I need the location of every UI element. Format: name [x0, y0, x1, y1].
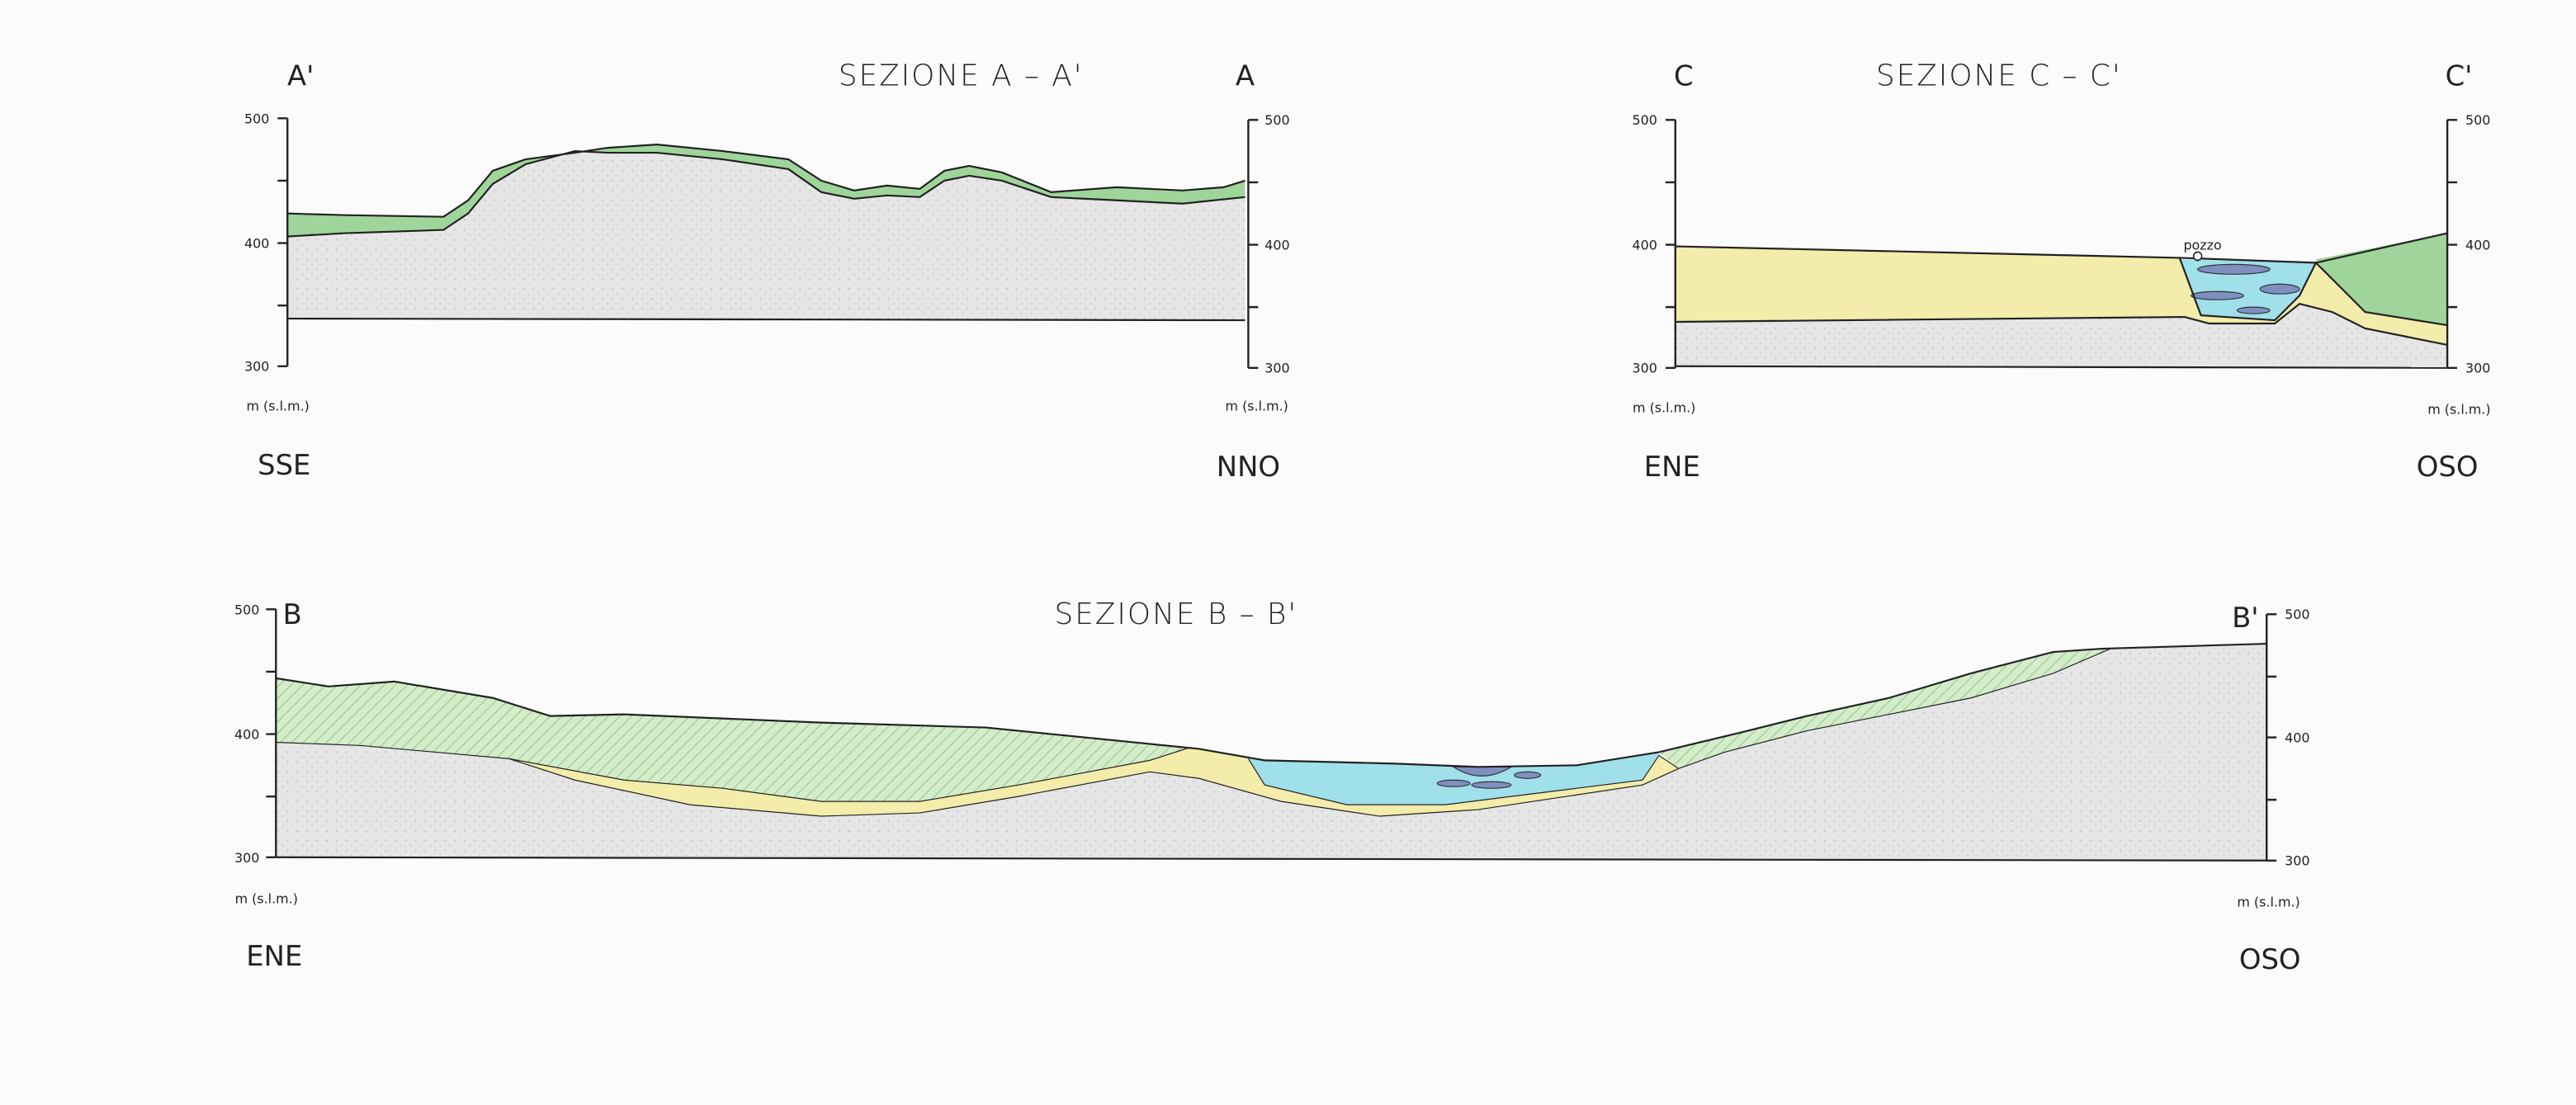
yellow-layer	[1675, 246, 2448, 345]
tick-label: 500	[1264, 112, 1289, 128]
bedrock	[1675, 304, 2448, 368]
unit: m (s.l.m.)	[247, 399, 310, 414]
unit: m (s.l.m.)	[235, 891, 298, 907]
base	[287, 317, 1245, 322]
unit: m (s.l.m.)	[2237, 894, 2299, 909]
end-label: A'	[287, 59, 314, 92]
tick-label: 400	[234, 727, 259, 743]
section-c: pozzo SEZIONE C – C' C C' 500 400 300 50…	[1633, 59, 2491, 483]
right-axis	[1247, 119, 1259, 369]
blue-layer	[2179, 259, 2316, 321]
right-axis	[2446, 119, 2458, 369]
direction: ENE	[1644, 451, 1700, 483]
contact	[2178, 257, 2448, 327]
surface	[1675, 232, 2448, 264]
title: SEZIONE C – C'	[1876, 59, 2122, 92]
left-axis	[266, 608, 277, 858]
lens	[1436, 779, 1471, 787]
tick-label: 300	[1633, 361, 1657, 376]
sections: SEZIONE A – A' A' A 500 400 300 500 400 …	[234, 59, 2491, 975]
lens	[2259, 283, 2300, 295]
well-head	[2192, 251, 2203, 262]
tick-label: 300	[244, 359, 269, 375]
tick-label: 400	[1264, 237, 1289, 253]
left-axis	[277, 117, 289, 367]
section-b: SEZIONE B – B' B B' 500 400 300 500 400 …	[234, 597, 2309, 975]
tick-label: 500	[2465, 112, 2490, 128]
green-layer	[276, 678, 1199, 802]
contact	[1675, 302, 2448, 346]
end-label: C	[1674, 59, 1694, 92]
blue-layer	[1248, 752, 1659, 805]
title: SEZIONE B – B'	[1054, 597, 1297, 631]
contact	[276, 648, 2111, 817]
section-a: SEZIONE A – A' A' A 500 400 300 500 400 …	[244, 59, 1290, 483]
base	[276, 856, 2267, 862]
unit: m (s.l.m.)	[2427, 401, 2490, 417]
tick-label: 400	[244, 235, 269, 251]
lens	[1514, 771, 1542, 779]
lens	[1471, 781, 1512, 789]
tick-label: 300	[2465, 361, 2490, 376]
tick-label: 500	[234, 602, 259, 617]
bedrock	[287, 151, 1245, 321]
unit: m (s.l.m.)	[1633, 399, 1695, 415]
end-label: B'	[2232, 602, 2259, 634]
direction: NNO	[1217, 451, 1280, 483]
tick-label: 400	[2465, 237, 2490, 253]
direction: SSE	[258, 449, 310, 481]
surface	[287, 144, 1245, 218]
surface	[276, 642, 2267, 768]
tick-label: 500	[244, 111, 269, 126]
right-axis	[2266, 613, 2277, 862]
contact	[1247, 754, 1680, 805]
end-label: A	[1236, 59, 1255, 92]
direction: OSO	[2417, 451, 2479, 483]
tick-label: 300	[2285, 853, 2309, 869]
tick-label: 400	[1633, 237, 1657, 253]
well-label: pozzo	[2183, 237, 2221, 253]
tick-label: 300	[1264, 361, 1289, 376]
base	[1675, 365, 2448, 369]
tick-label: 500	[1633, 112, 1657, 128]
tick-label: 300	[234, 850, 259, 866]
direction: OSO	[2239, 943, 2301, 975]
tick-label: 500	[2285, 607, 2309, 622]
contact	[508, 746, 1191, 802]
bedrock	[276, 644, 2267, 861]
end-label: C'	[2446, 59, 2473, 92]
green-layer	[287, 144, 1245, 237]
tick-label: 400	[2285, 730, 2309, 745]
direction: ENE	[246, 940, 302, 972]
left-axis	[1665, 119, 1676, 369]
lens	[2191, 290, 2244, 300]
contact	[287, 149, 1245, 238]
unit: m (s.l.m.)	[1226, 399, 1288, 414]
lens	[2236, 306, 2271, 314]
green-layer	[1658, 649, 2111, 769]
end-label: B	[283, 598, 302, 630]
title: SEZIONE A – A'	[839, 59, 1084, 92]
lens	[2197, 263, 2271, 275]
